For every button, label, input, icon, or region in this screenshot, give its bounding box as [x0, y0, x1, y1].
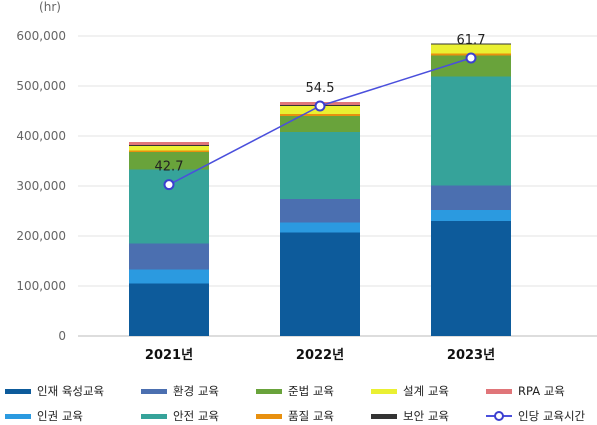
line-point [465, 52, 477, 64]
bar-segment [129, 243, 209, 270]
legend-label: 환경 교육 [173, 384, 219, 398]
legend-item: 보안 교육 [371, 408, 449, 424]
bar-segment [431, 185, 511, 210]
y-tick-label: 0 [58, 329, 66, 343]
y-tick-label: 100,000 [16, 279, 66, 293]
y-tick-label: 300,000 [16, 179, 66, 193]
legend-label: 품질 교육 [288, 409, 334, 423]
bar-segment [280, 232, 360, 336]
bar-segment [129, 150, 209, 152]
legend-item: 품질 교육 [256, 408, 334, 424]
legend-swatch [371, 388, 397, 394]
bar-segment [431, 55, 511, 77]
bar-segment [431, 43, 511, 45]
bar-segment [129, 146, 209, 151]
bar-segment [280, 116, 360, 132]
legend-item: 환경 교육 [141, 383, 219, 399]
legend-swatch [5, 388, 31, 394]
bar-segment [129, 152, 209, 170]
legend-label: 인당 교육시간 [518, 409, 586, 423]
y-axis-unit: (hr) [39, 0, 61, 14]
legend-item: RPA 교육 [486, 383, 565, 399]
chart-plot: (hr) 0 100,000 200,000 300,000 400,000 500,000… [16, 0, 597, 363]
legend-item: 인재 육성교육 [5, 383, 104, 399]
legend-item: 준법 교육 [256, 383, 334, 399]
legend-swatch [256, 413, 282, 419]
legend-item: 인당 교육시간 [486, 408, 585, 424]
line-data-label: 61.7 [457, 33, 486, 48]
line-point [163, 179, 175, 191]
x-tick-label: 2023년 [447, 348, 495, 363]
bar-segment [129, 145, 209, 146]
line-point [314, 100, 326, 112]
legend-line-swatch [486, 411, 512, 421]
legend-swatch [256, 388, 282, 394]
bar-segment [280, 222, 360, 233]
legend-label: 인재 육성교육 [37, 384, 105, 398]
bar-segment [280, 132, 360, 199]
x-tick-label: 2022년 [296, 348, 344, 363]
bar-segment [129, 142, 209, 145]
legend-swatch [486, 388, 512, 394]
bar-segment [280, 199, 360, 223]
bar-segment [280, 114, 360, 116]
bar-segment [431, 221, 511, 336]
bar-segment [431, 76, 511, 186]
legend-swatch [141, 413, 167, 419]
legend-item: 안전 교육 [141, 408, 219, 424]
y-tick-label: 600,000 [16, 29, 66, 43]
bar-segment [129, 283, 209, 336]
legend-label: 설계 교육 [403, 384, 449, 398]
y-tick-label: 200,000 [16, 229, 66, 243]
legend-label: 안전 교육 [173, 409, 219, 423]
legend-item: 인권 교육 [5, 408, 83, 424]
legend-label: RPA 교육 [518, 384, 565, 398]
legend-swatch [141, 388, 167, 394]
legend-label: 인권 교육 [37, 409, 83, 423]
bar-segment [431, 44, 511, 54]
x-tick-label: 2021년 [145, 348, 193, 363]
legend-item: 설계 교육 [371, 383, 449, 399]
line-data-label: 42.7 [155, 160, 184, 175]
line-data-label: 54.5 [306, 81, 335, 96]
legend-swatch [371, 413, 397, 419]
y-tick-label: 400,000 [16, 129, 66, 143]
bar-segment [129, 269, 209, 284]
legend: 인재 육성교육 환경 교육 준법 교육 설계 교육 RPA 교육 인권 교육 안… [0, 377, 597, 425]
y-tick-label: 500,000 [16, 79, 66, 93]
legend-label: 보안 교육 [403, 409, 449, 423]
legend-swatch [5, 413, 31, 419]
legend-label: 준법 교육 [288, 384, 334, 398]
bar-segment [431, 210, 511, 221]
